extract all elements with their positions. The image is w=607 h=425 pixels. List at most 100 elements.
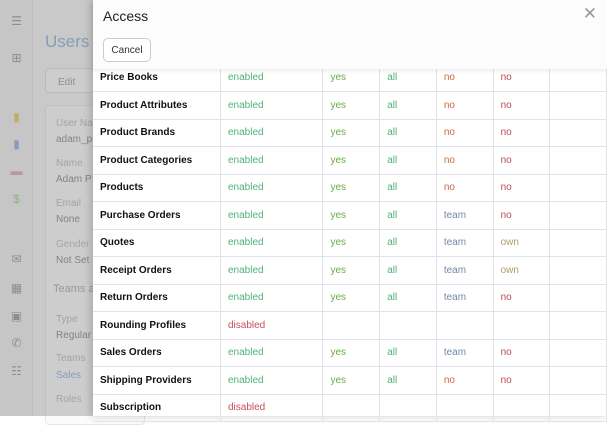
grid-icon[interactable]: ⊞ bbox=[11, 51, 22, 65]
cell-value[interactable]: yes bbox=[330, 264, 347, 276]
access-cell: no bbox=[493, 366, 551, 395]
task-icon[interactable]: ▣ bbox=[10, 309, 23, 323]
cell-value[interactable]: all bbox=[387, 374, 398, 386]
cell-value[interactable]: yes bbox=[330, 347, 347, 359]
cell-value[interactable]: all bbox=[387, 237, 398, 249]
cell-value[interactable]: no bbox=[443, 127, 455, 139]
cell-value[interactable]: no bbox=[500, 154, 512, 166]
access-cell: no bbox=[436, 146, 494, 175]
cell-value[interactable]: all bbox=[387, 292, 398, 304]
cell-value[interactable]: no bbox=[500, 347, 512, 359]
cell-value[interactable]: enabled bbox=[227, 292, 264, 304]
cell-value[interactable]: all bbox=[387, 127, 398, 139]
access-cell: disabled bbox=[220, 394, 324, 422]
cell-value[interactable]: no bbox=[500, 182, 512, 194]
phone-icon[interactable]: ✆ bbox=[11, 336, 22, 350]
access-cell bbox=[493, 394, 551, 422]
cell-value[interactable]: enabled bbox=[227, 182, 264, 194]
cell-value[interactable]: own bbox=[500, 264, 519, 276]
cell-value[interactable]: enabled bbox=[227, 264, 264, 276]
access-cell: enabled bbox=[220, 201, 324, 230]
cell-value[interactable]: no bbox=[500, 209, 512, 221]
cell-value[interactable]: no bbox=[500, 374, 512, 386]
scope-name: Purchase Orders bbox=[93, 201, 221, 230]
cell-value[interactable]: disabled bbox=[227, 402, 266, 414]
access-cell: yes bbox=[322, 256, 381, 285]
cell-value[interactable]: all bbox=[387, 99, 398, 111]
cell-value[interactable]: no bbox=[443, 99, 455, 111]
cell-value[interactable]: yes bbox=[330, 99, 347, 111]
access-cell: all bbox=[379, 339, 437, 367]
menu-icon[interactable]: ☰ bbox=[11, 14, 22, 28]
access-cell: own bbox=[493, 256, 551, 285]
cell-value[interactable]: yes bbox=[330, 72, 347, 83]
calendar-icon[interactable]: ▦ bbox=[10, 281, 23, 295]
access-cell: no bbox=[493, 146, 551, 175]
cell-value[interactable]: no bbox=[443, 154, 455, 166]
cell-value[interactable]: enabled bbox=[227, 237, 264, 249]
access-cell: yes bbox=[322, 146, 381, 175]
cell-value[interactable]: yes bbox=[330, 182, 347, 194]
cell-value[interactable]: all bbox=[387, 72, 398, 83]
card-icon[interactable]: ▬ bbox=[10, 164, 23, 178]
cell-value[interactable]: team bbox=[443, 264, 467, 276]
cell-value[interactable]: all bbox=[387, 347, 398, 359]
cell-value[interactable]: yes bbox=[330, 374, 347, 386]
team-link[interactable]: Sales bbox=[56, 370, 82, 381]
access-cell: own bbox=[493, 229, 551, 257]
cell-value[interactable]: team bbox=[443, 347, 467, 359]
cell-value[interactable]: no bbox=[443, 374, 455, 386]
cell-value[interactable]: no bbox=[443, 182, 455, 194]
cell-value[interactable]: enabled bbox=[227, 154, 264, 166]
cell-value[interactable]: enabled bbox=[227, 127, 264, 139]
cell-value[interactable]: team bbox=[443, 209, 467, 221]
access-cell: enabled bbox=[220, 256, 324, 285]
mail-icon[interactable]: ✉ bbox=[11, 252, 22, 266]
cell-value[interactable]: enabled bbox=[227, 374, 264, 386]
cell-value: Subscription bbox=[100, 402, 162, 414]
cell-value[interactable]: yes bbox=[330, 237, 347, 249]
cell-value[interactable]: all bbox=[387, 182, 398, 194]
cell-value[interactable]: team bbox=[443, 292, 467, 304]
cell-value[interactable]: all bbox=[387, 154, 398, 166]
access-cell: yes bbox=[322, 284, 381, 312]
dollar-icon[interactable]: $ bbox=[13, 192, 20, 206]
cell-value[interactable]: yes bbox=[330, 154, 347, 166]
cell-value[interactable]: no bbox=[500, 127, 512, 139]
access-modal: Access ✕ Cancel Price Books enabled yes all… bbox=[93, 0, 607, 422]
bookmark-icon[interactable]: ▮ bbox=[13, 110, 20, 124]
access-cell: no bbox=[436, 174, 494, 202]
access-cell: enabled bbox=[220, 229, 324, 257]
cell-value[interactable]: disabled bbox=[227, 319, 266, 331]
cell-value[interactable]: no bbox=[500, 99, 512, 111]
cell-value[interactable]: enabled bbox=[227, 347, 264, 359]
access-cell: yes bbox=[322, 174, 381, 202]
cell-value[interactable]: yes bbox=[330, 127, 347, 139]
cell-value[interactable]: enabled bbox=[227, 72, 264, 83]
contact-icon[interactable]: ▮ bbox=[13, 137, 20, 151]
scope-name: Rounding Profiles bbox=[93, 311, 221, 340]
cell-value[interactable]: enabled bbox=[227, 99, 264, 111]
cell-value[interactable]: no bbox=[500, 72, 512, 83]
close-icon[interactable]: ✕ bbox=[582, 4, 597, 23]
access-cell: team bbox=[436, 229, 494, 257]
scope-name: Quotes bbox=[93, 229, 221, 257]
cell-value[interactable]: team bbox=[443, 237, 467, 249]
access-cell: yes bbox=[322, 119, 381, 147]
cell-value[interactable]: all bbox=[387, 209, 398, 221]
table-row: Products enabled yes all no no bbox=[93, 174, 607, 202]
field-label: User Na bbox=[56, 118, 93, 129]
access-cell: all bbox=[379, 366, 437, 395]
cell-value[interactable]: own bbox=[500, 237, 519, 249]
access-cell bbox=[549, 174, 607, 202]
table-row: Product Brands enabled yes all no no bbox=[93, 119, 607, 147]
list-icon[interactable]: ☷ bbox=[11, 364, 22, 378]
table-row: Product Categories enabled yes all no no bbox=[93, 146, 607, 175]
cell-value[interactable]: all bbox=[387, 264, 398, 276]
cell-value[interactable]: no bbox=[443, 72, 455, 83]
cell-value[interactable]: yes bbox=[330, 292, 347, 304]
cell-value[interactable]: enabled bbox=[227, 209, 264, 221]
cell-value[interactable]: no bbox=[500, 292, 512, 304]
cell-value[interactable]: yes bbox=[330, 209, 347, 221]
cancel-button[interactable]: Cancel bbox=[103, 38, 151, 62]
